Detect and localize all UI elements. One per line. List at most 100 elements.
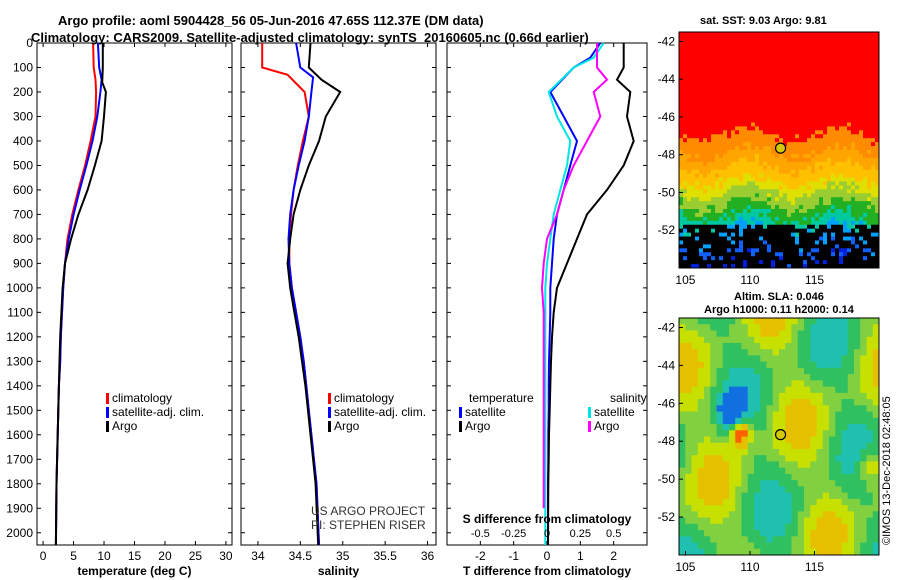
sst-map-cell (799, 39, 804, 45)
sst-map-cell (707, 130, 712, 135)
sla-map-cell (729, 536, 736, 544)
sla-map-cell (860, 424, 867, 431)
sst-map-cell (691, 244, 696, 249)
sst-map-cell (819, 134, 824, 139)
sst-map-cell (707, 153, 712, 159)
sst-map-cell (739, 94, 744, 100)
sla-map-cell (710, 399, 717, 406)
sst-map-cell (827, 252, 832, 257)
sla-map-cell (810, 336, 817, 344)
sst-map-cell (823, 94, 828, 100)
sla-map-cell (760, 411, 767, 419)
sst-map-cell (715, 39, 720, 45)
sst-map-cell (783, 244, 788, 249)
sla-map-cell (716, 455, 724, 462)
sst-map-cell (787, 220, 792, 226)
sla-map-cell (691, 486, 699, 494)
sla-map-cell (716, 548, 724, 556)
sst-map-cell (811, 201, 816, 206)
sst-map-cell (743, 228, 748, 234)
sst-map-cell (723, 252, 728, 257)
sst-map-cell (715, 114, 720, 120)
sst-map-cell (735, 114, 740, 120)
sst-map-cell (735, 157, 740, 163)
sst-map-cell (819, 83, 824, 88)
sst-map-cell (811, 256, 816, 261)
sst-map-cell (743, 102, 748, 108)
sla-map-cell (691, 536, 699, 544)
sst-map-cell (831, 212, 836, 218)
sst-map-cell (779, 106, 784, 112)
sst-map-cell (719, 43, 724, 49)
sst-map-cell (791, 205, 796, 210)
sla-map-cell (716, 505, 724, 512)
sla-map-cell (822, 498, 830, 506)
sla-map-cell (685, 318, 692, 325)
sst-map-cell (703, 126, 708, 131)
sla-map-cell (766, 324, 774, 331)
sst-map-cell (867, 32, 872, 37)
sst-map-cell (767, 130, 772, 135)
argo-float-marker (774, 429, 787, 441)
sst-map-cell (819, 193, 824, 198)
sla-map-cell (766, 473, 774, 481)
sst-map-cell (855, 181, 860, 186)
sst-map-cell (715, 47, 720, 53)
sst-map-cell (723, 63, 728, 68)
sst-map-cell (731, 169, 736, 175)
sst-map-cell (683, 193, 688, 198)
sst-map-cell (763, 161, 768, 167)
sst-map-cell (759, 177, 764, 182)
sst-map-cell (795, 264, 800, 269)
sst-map-cell (847, 67, 852, 72)
sst-map-cell (775, 228, 780, 234)
sst-map-cell (679, 138, 684, 143)
sst-map-cell (747, 130, 752, 135)
sst-map-cell (835, 260, 840, 265)
sla-map-cell (860, 392, 867, 400)
sla-map-cell (722, 367, 730, 375)
sla-map-cell (854, 424, 861, 431)
sst-map-cell (843, 165, 848, 171)
sla-map-cell (810, 399, 817, 406)
sst-map-cell (867, 106, 872, 112)
sla-map-cell (804, 498, 811, 506)
sla-map-cell (791, 511, 799, 519)
sst-map-cell (691, 161, 696, 167)
sla-map-cell (872, 411, 880, 419)
sla-map-cell (760, 523, 767, 531)
sla-map-cell (685, 480, 692, 487)
sla-map-cell (779, 324, 786, 331)
sla-map-cell (791, 405, 799, 413)
sst-map-cell (691, 201, 696, 206)
sst-map-cell (783, 130, 788, 135)
sst-map-cell (679, 189, 684, 194)
sst-map-cell (683, 201, 688, 206)
sst-map-cell (871, 209, 876, 214)
sst-map-cell (819, 43, 824, 49)
sst-map-cell (859, 146, 864, 151)
sst-map-cell (819, 240, 824, 245)
sst-map-cell (695, 142, 700, 147)
sst-map-cell (711, 248, 716, 253)
sst-map-cell (751, 59, 756, 64)
sst-map-cell (743, 157, 748, 163)
sst-map-cell (687, 122, 692, 127)
sst-map-cell (759, 59, 764, 64)
sst-map-cell (799, 118, 804, 123)
sla-map-cell (797, 355, 805, 363)
sla-map-cell (747, 480, 755, 487)
sst-map-cell (719, 134, 724, 139)
sla-map-cell (766, 480, 774, 487)
sla-map-cell (716, 473, 724, 481)
sla-map-cell (829, 548, 836, 556)
sst-map-cell (735, 181, 740, 186)
sst-map-cell (871, 71, 876, 76)
sst-map-cell (759, 43, 764, 49)
sst-map-cell (831, 39, 836, 45)
sst-map-cell (771, 59, 776, 64)
sst-map-cell (803, 55, 808, 61)
sst-map-cell (699, 157, 704, 163)
sla-map-cell (697, 380, 705, 388)
sst-map-cell (703, 197, 708, 202)
